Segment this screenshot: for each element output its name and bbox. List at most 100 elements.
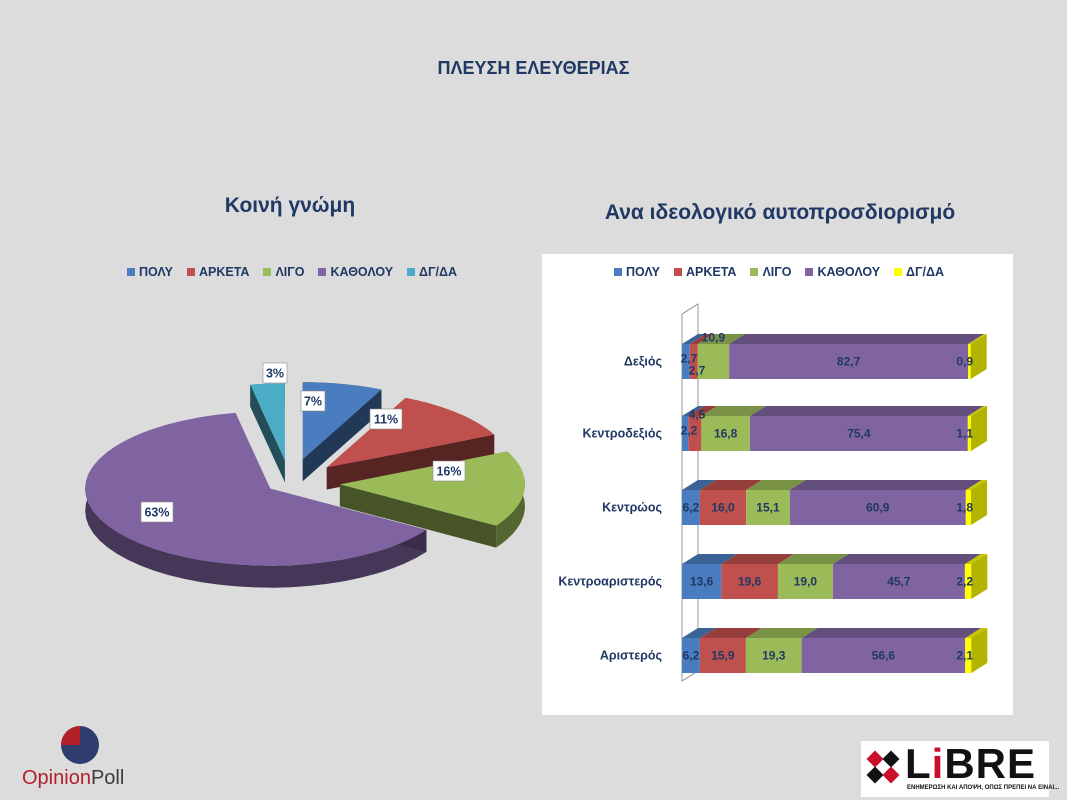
bar-legend-swatch — [805, 268, 814, 276]
bar-value-label: 15,1 — [756, 501, 780, 515]
bar-end-cap — [971, 480, 987, 525]
bar-category-labels: Δεξιός Κεντροδεξιός Κεντρώος Κεντροαριστερό… — [558, 355, 662, 663]
bar-legend-swatch — [673, 268, 682, 276]
bar-segment-top — [749, 406, 984, 416]
bar-category-κεντροαριστερός: Κεντροαριστερός — [558, 575, 662, 589]
pie-legend-item-3: ΚΑΘΟΛΟΥ — [318, 265, 393, 279]
bar-segment-top — [682, 406, 705, 416]
bar-segment-καθολου — [729, 344, 969, 379]
bar-segment-δγ-δα — [964, 564, 972, 599]
bar-value-label: 13,6 — [690, 575, 714, 589]
bar-legend-item-1: ΑΡΚΕΤΑ — [673, 265, 736, 279]
pie-legend-item-0: ΠΟΛΥ — [127, 265, 173, 279]
pie-label-box — [432, 460, 466, 482]
pie-slice-αρκετα — [326, 397, 495, 468]
bar-value-label: 2,7 — [681, 352, 698, 366]
bar-value-label: 2,1 — [956, 649, 973, 663]
bar-segment-καθολου — [832, 564, 965, 599]
libre-mark-icon — [866, 750, 900, 784]
bar-segment-top — [745, 628, 818, 638]
bar-segment-top — [682, 554, 738, 564]
bar-segment-top — [801, 628, 982, 638]
bar-segment-αρκετα — [721, 564, 778, 599]
bar-segment-δγ-δα — [965, 638, 972, 673]
bar-segment-top — [968, 334, 987, 344]
pie-slice-tops — [85, 382, 525, 566]
bar-segment-top — [721, 554, 794, 564]
bar-segment-καθολου — [749, 416, 968, 451]
pie-legend-swatch — [186, 268, 195, 276]
bar-legend-swatch — [894, 268, 903, 276]
pie-slice-καθολου — [85, 413, 427, 566]
bar-legend-label: ΚΑΘΟΛΟΥ — [817, 265, 881, 279]
pie-legend-swatch — [263, 268, 272, 276]
bar-value-label: 19,6 — [738, 575, 762, 589]
bar-row-κεντρώος — [682, 480, 987, 525]
bar-segment-λιγο — [701, 416, 750, 451]
pie-label-text: 16% — [436, 465, 461, 479]
bar-category-δεξιός: Δεξιός — [624, 355, 662, 369]
opinionpoll-mark-icon — [61, 726, 99, 764]
pie-label-4: 3% — [262, 362, 288, 384]
bar-data-labels: 2,72,7 10,9 82,7 0,9 2,2 4,5 16,8 75,4 1,1 6,2 16,… — [681, 331, 974, 663]
bar-end-cap — [971, 554, 988, 599]
bar-value-label: 45,7 — [887, 575, 911, 589]
bar-legend-item-0: ΠΟΛΥ — [614, 265, 660, 279]
pie-label-3: 63% — [140, 501, 174, 523]
bar-end-cap — [971, 406, 987, 451]
pie-slice-δγ-δα — [250, 383, 285, 461]
bar-legend-item-2: ΛΙΓΟ — [750, 265, 791, 279]
pie-label-box — [140, 501, 174, 523]
pie-legend-label: ΔΓ/ΔΑ — [419, 265, 458, 279]
pie-label-text: 11% — [374, 413, 398, 427]
bar-value-label: 15,9 — [711, 649, 735, 663]
bar-segment-δγ-δα — [965, 490, 971, 525]
bar-segment-δγ-δα — [967, 416, 971, 451]
pie-legend-label: ΛΙΓΟ — [275, 265, 305, 279]
pie-slice-λιγο — [339, 451, 525, 526]
bar-segment-πολυ — [682, 564, 722, 599]
bar-value-label: 1,8 — [956, 501, 973, 515]
pie-label-text: 7% — [304, 395, 322, 409]
bar-chart-title: Ανα ιδεολογικό αυτοπροσδιορισμό — [604, 201, 956, 224]
bar-segment-top — [689, 334, 714, 344]
bar-value-label: 60,9 — [866, 501, 890, 515]
pie-label-box — [262, 362, 288, 384]
bar-segment-αρκετα — [699, 490, 747, 525]
page-title: ΠΛΕΥΣΗ ΕΛΕΥΘΕΡΙΑΣ — [437, 58, 630, 78]
bar-legend-item-4: ΔΓ/ΔΑ — [894, 265, 944, 279]
pie-legend-item-1: ΑΡΚΕΤΑ — [186, 265, 249, 279]
bar-segment-top — [965, 480, 987, 490]
bar-value-label: 19,0 — [794, 575, 818, 589]
pie-label-1: 11% — [369, 408, 403, 430]
bar-row-δεξιός — [682, 334, 987, 379]
pie-legend-swatch — [318, 268, 327, 276]
bar-category-κεντροδεξιός: Κεντροδεξιός — [582, 427, 662, 441]
bar-segment-πολυ — [682, 416, 689, 451]
bar-segment-λιγο — [746, 490, 790, 525]
bar-row-κεντροαριστερός — [682, 554, 988, 599]
opinionpoll-logo: OpinionPoll — [22, 722, 152, 792]
bar-segment-top — [682, 480, 716, 490]
pie-slice-wall-4-0 — [250, 384, 285, 483]
bar-segment-αρκετα — [689, 344, 698, 379]
bar-segment-top — [697, 334, 746, 344]
bar-segment-top — [746, 480, 806, 490]
bar-segment-πολυ — [682, 344, 690, 379]
pie-label-box — [300, 390, 326, 412]
libre-tagline: ΕΝΗΜΕΡΩΣΗ ΚΑΙ ΑΠΟΨΗ, ΟΠΩΣ ΠΡΕΠΕΙ ΝΑ ΕΙΝΑ… — [907, 785, 1060, 791]
pie-legend-item-4: ΔΓ/ΔΑ — [407, 265, 457, 279]
bar-segment-top — [967, 406, 987, 416]
bar-segment-top — [789, 480, 982, 490]
bar-segment-λιγο — [777, 564, 833, 599]
pie-legend-item-2: ΛΙΓΟ — [263, 265, 304, 279]
bar-segment-top — [832, 554, 981, 564]
bar-segment-top — [688, 406, 718, 416]
bar-value-label: 2,2 — [956, 575, 973, 589]
bar-value-label: 16,8 — [714, 427, 738, 441]
bar-legend-label: ΛΙΓΟ — [762, 265, 792, 279]
bar-value-label: 4,5 — [689, 408, 706, 422]
bar-value-label: 6,2 — [683, 501, 700, 515]
pie-slice-wall-0-1 — [302, 389, 382, 482]
bar-end-cap — [971, 628, 988, 673]
